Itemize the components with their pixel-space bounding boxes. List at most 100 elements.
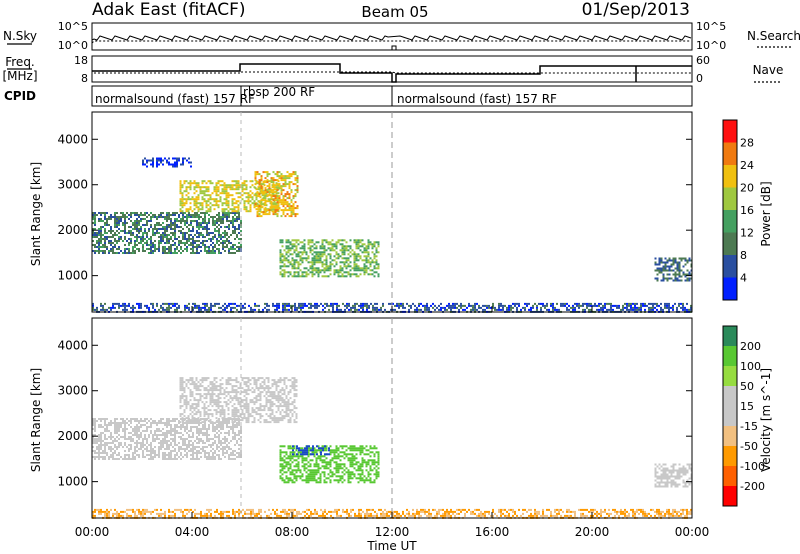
heat-cell [325,255,328,258]
heat-cell [214,430,216,432]
heat-cell [241,399,244,402]
heat-cell [128,214,130,216]
heat-cell [179,202,182,205]
heat-cell [140,212,142,214]
heat-cell [206,430,208,432]
heat-cell [337,255,340,258]
heat-cell [362,302,364,305]
heat-cell [536,304,538,307]
heat-cell [610,308,612,311]
heat-cell [281,405,284,408]
heat-cell [668,306,670,309]
heat-cell [118,238,120,240]
heat-cell [142,224,144,226]
heat-cell [152,448,154,450]
heat-cell [448,302,450,305]
heat-cell [256,181,259,184]
heat-cell [160,214,162,216]
heat-cell [134,432,136,434]
heat-cell [193,399,196,402]
heat-cell [232,436,234,438]
heat-cell [658,259,661,262]
heat-cell [674,259,677,262]
heat-cell [134,452,136,454]
heat-cell [96,232,98,234]
heat-cell [287,265,290,268]
heat-cell [294,304,296,307]
heat-cell [279,239,282,242]
heat-cell [251,377,254,380]
heat-cell [482,308,484,311]
heat-cell [152,242,154,244]
heat-cell [164,236,166,238]
heat-cell [300,304,302,307]
heat-cell [186,446,188,448]
heat-cell [207,204,210,207]
heat-cell [178,216,180,218]
heat-cell [222,446,224,448]
heat-cell [203,409,206,412]
heat-cell [275,381,278,384]
heat-cell [204,432,206,434]
heat-cell [174,220,176,222]
heat-cell [120,424,122,426]
heat-cell [668,259,671,262]
heat-cell [100,440,102,442]
heat-cell [134,442,136,444]
heat-cell [684,259,687,262]
heat-cell [130,212,132,214]
heat-cell [197,194,200,197]
heat-cell [236,212,238,214]
heat-cell [222,232,224,234]
heat-cell [247,194,250,197]
heat-cell [179,383,182,386]
heat-cell [286,183,289,186]
heat-cell [235,389,238,392]
heat-cell [263,381,266,384]
heat-cell [289,247,292,250]
heat-cell [253,377,256,380]
heat-cell [260,211,263,214]
heat-cell [160,422,162,424]
heat-cell [292,197,295,200]
heat-cell [374,302,376,305]
heat-cell [195,403,198,406]
heat-cell [166,252,168,254]
heat-cell [327,243,330,246]
heat-cell [110,448,112,450]
heat-cell [106,444,108,446]
heat-cell [132,452,134,454]
heat-cell [218,450,220,452]
heat-cell [688,257,691,260]
station-title: Adak East (fitACF) [92,0,246,20]
heat-cell [347,253,350,256]
heat-cell [354,304,356,307]
heat-cell [162,446,164,448]
heat-cell [150,250,152,252]
heat-cell [142,240,144,242]
heat-cell [291,473,294,476]
heat-cell [196,246,198,248]
heat-cell [674,257,677,260]
heat-cell [110,232,112,234]
heat-cell [199,192,202,195]
heat-cell [301,259,304,262]
heat-cell [367,251,370,254]
heat-cell [323,267,326,270]
heat-cell [182,422,184,424]
heat-cell [369,261,372,264]
heat-cell [280,199,283,202]
heat-cell [241,413,244,416]
heat-cell [178,422,180,424]
heat-cell [251,399,254,402]
heat-cell [291,479,294,482]
heat-cell [189,186,192,189]
heat-cell [301,271,304,274]
heat-cell [193,204,196,207]
heat-cell [184,430,186,432]
heat-cell [256,211,259,214]
heat-cell [210,252,212,254]
heat-cell [276,209,279,212]
heat-cell [206,456,208,458]
heat-cell [179,180,182,183]
